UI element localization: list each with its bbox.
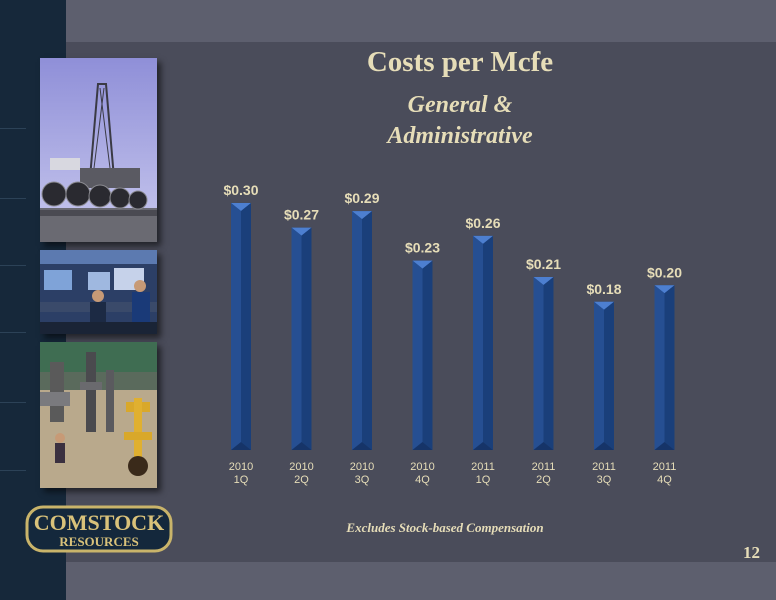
bar-bevel-top	[473, 235, 493, 244]
bar-bevel-bottom	[352, 442, 372, 450]
bar-bevel-right	[543, 277, 554, 450]
data-label: $0.23	[405, 240, 440, 256]
bar-bevel-left	[412, 260, 423, 450]
x-tick-label: 2010	[289, 461, 313, 473]
bar-bevel-right	[422, 260, 433, 450]
logo-text-1: COMSTOCK	[34, 510, 164, 535]
data-label: $0.29	[344, 190, 379, 206]
x-tick-label: 2010	[229, 461, 253, 473]
subtitle-line-2: Administrative	[387, 123, 533, 149]
bar-bevel-right	[483, 235, 493, 450]
bar-bevel-bottom	[473, 442, 493, 450]
x-tick-label: 3Q	[355, 474, 370, 486]
bar-bevel-top	[291, 227, 312, 236]
x-tick-label: 1Q	[476, 474, 491, 486]
company-logo: COMSTOCK RESOURCES	[24, 504, 174, 554]
logo-text-2: RESOURCES	[59, 534, 138, 549]
bar-bevel-right	[241, 202, 251, 450]
bar-bevel-left	[352, 211, 362, 450]
bar-bevel-bottom	[412, 442, 433, 450]
page-number: 12	[743, 543, 760, 562]
band-divider	[0, 470, 26, 471]
bar-bevel-bottom	[533, 442, 554, 450]
bar-bevel-top	[654, 285, 675, 294]
bar-bevel-bottom	[594, 442, 614, 450]
x-tick-label: 2011	[592, 461, 616, 473]
bar-bevel-left	[291, 227, 302, 450]
x-tick-label: 2011	[532, 461, 556, 473]
x-tick-label: 2011	[653, 461, 677, 473]
bar-bevel-right	[604, 301, 614, 450]
subtitle-line-1: General &	[407, 92, 513, 118]
band-divider	[0, 128, 26, 129]
bar-bevel-bottom	[231, 442, 251, 450]
bar-bevel-left	[533, 277, 544, 450]
data-label: $0.26	[465, 215, 500, 231]
x-tick-label: 3Q	[597, 474, 612, 486]
slide-title: Costs per Mcfe	[366, 46, 554, 78]
x-tick-label: 2010	[350, 461, 374, 473]
bar-bevel-bottom	[291, 442, 312, 450]
bar-bevel-bottom	[654, 442, 675, 450]
bar-bevel-top	[533, 277, 554, 286]
x-tick-label: 4Q	[657, 474, 672, 486]
data-label: $0.30	[223, 182, 258, 198]
x-tick-label: 2Q	[294, 474, 309, 486]
wellhead-photo	[40, 342, 157, 488]
x-tick-label: 2010	[410, 461, 434, 473]
control-room-photo	[40, 250, 157, 334]
bar-bevel-top	[594, 301, 614, 310]
footer-band	[66, 562, 776, 600]
x-tick-label: 2011	[471, 461, 495, 473]
bar-bevel-top	[231, 202, 251, 211]
chart-subtitle: General & Administrative	[260, 90, 660, 152]
footnote: Excludes Stock-based Compensation	[346, 520, 544, 535]
band-divider	[0, 332, 26, 333]
bar-bevel-left	[654, 285, 665, 450]
band-divider	[0, 402, 26, 403]
bar-bevel-right	[362, 211, 372, 450]
drilling-rig-photo	[40, 58, 157, 242]
bar-bevel-top	[412, 260, 433, 269]
x-tick-label: 2Q	[536, 474, 551, 486]
band-divider	[0, 198, 26, 199]
bar-chart: $0.3020101Q$0.2720102Q$0.2920103Q$0.2320…	[223, 182, 682, 486]
data-label: $0.18	[586, 281, 621, 297]
bar-bevel-top	[352, 211, 372, 220]
data-label: $0.27	[284, 207, 319, 223]
bar-bevel-left	[594, 301, 604, 450]
header-band	[66, 0, 776, 42]
x-tick-label: 4Q	[415, 474, 430, 486]
bar-bevel-right	[664, 285, 675, 450]
bar-bevel-right	[301, 227, 312, 450]
bar-bevel-left	[473, 235, 483, 450]
data-label: $0.20	[647, 264, 682, 280]
x-tick-label: 1Q	[234, 474, 249, 486]
data-label: $0.21	[526, 256, 561, 272]
bar-bevel-left	[231, 202, 241, 450]
band-divider	[0, 265, 26, 266]
